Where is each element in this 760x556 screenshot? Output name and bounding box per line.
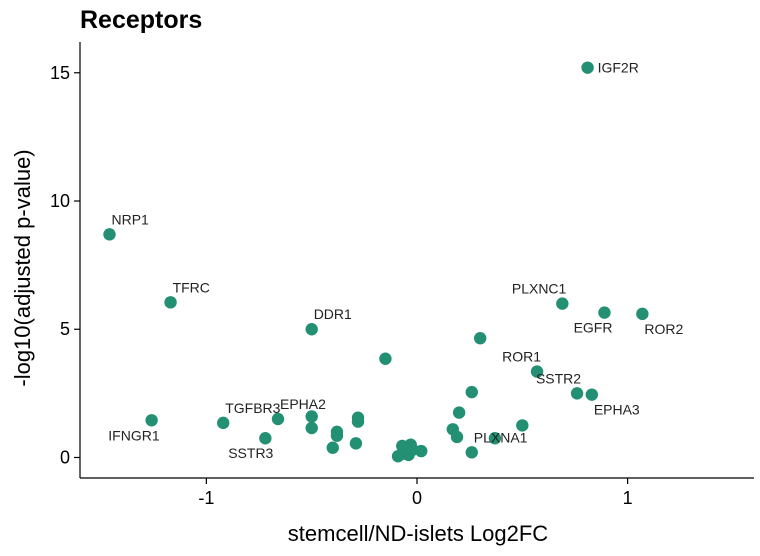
data-point	[103, 228, 116, 241]
data-point	[450, 430, 464, 444]
point-label: SSTR2	[536, 370, 581, 386]
data-point	[330, 429, 344, 442]
point-label: EPHA2	[280, 396, 326, 412]
data-point	[556, 297, 569, 310]
data-point	[305, 410, 318, 423]
data-point	[465, 446, 478, 459]
data-point	[530, 365, 544, 378]
point-labels: IGF2R NRP1 TFRC PLXNC1 EGFR ROR2 DDR1 ROR1 SSTR2…	[108, 60, 683, 462]
data-point	[259, 432, 272, 445]
y-axis-label: -log10(adjusted p-value)	[10, 149, 35, 386]
data-points	[103, 61, 649, 463]
y-tick-label: 10	[50, 191, 70, 211]
y-tick-label: 5	[60, 319, 70, 339]
data-point	[271, 412, 285, 426]
point-label: NRP1	[111, 211, 149, 227]
point-label: ROR1	[502, 349, 541, 365]
data-point	[402, 448, 415, 462]
data-point	[217, 416, 230, 430]
data-point	[305, 323, 318, 336]
chart-title: Receptors	[80, 6, 202, 34]
point-label: TGFBR3	[225, 400, 280, 416]
data-point	[305, 421, 318, 435]
point-label: EPHA3	[594, 402, 640, 418]
data-point	[145, 414, 158, 427]
point-label: EGFR	[574, 320, 613, 336]
point-label: DDR1	[314, 306, 352, 322]
y-tick-label: 15	[50, 63, 70, 83]
x-tick-label: -1	[198, 488, 214, 508]
data-point	[349, 437, 363, 450]
point-label: SSTR3	[228, 445, 273, 461]
data-point	[391, 450, 405, 463]
data-point	[488, 432, 502, 445]
data-point	[415, 444, 428, 458]
data-point	[570, 387, 584, 400]
point-label: PLXNC1	[512, 281, 567, 297]
data-point	[351, 415, 365, 428]
point-label: TFRC	[173, 279, 210, 295]
data-point	[164, 296, 177, 309]
x-axis-label: stemcell/ND-islets Log2FC	[288, 521, 549, 546]
data-point	[452, 406, 466, 419]
y-tick-label: 0	[60, 447, 70, 467]
x-tick-label: 0	[412, 488, 422, 508]
data-point	[585, 388, 599, 401]
data-point	[326, 441, 339, 454]
point-label: ROR2	[644, 321, 683, 337]
data-point	[598, 306, 611, 319]
x-tick-label: 1	[623, 488, 633, 508]
point-label: PLXNA1	[474, 429, 528, 445]
point-label: IFNGR1	[108, 427, 160, 443]
data-point	[516, 419, 529, 432]
data-point	[473, 332, 487, 345]
data-point	[379, 352, 392, 365]
data-point	[581, 61, 594, 74]
data-point	[465, 385, 478, 399]
point-label: IGF2R	[598, 60, 639, 76]
data-point	[636, 307, 649, 321]
